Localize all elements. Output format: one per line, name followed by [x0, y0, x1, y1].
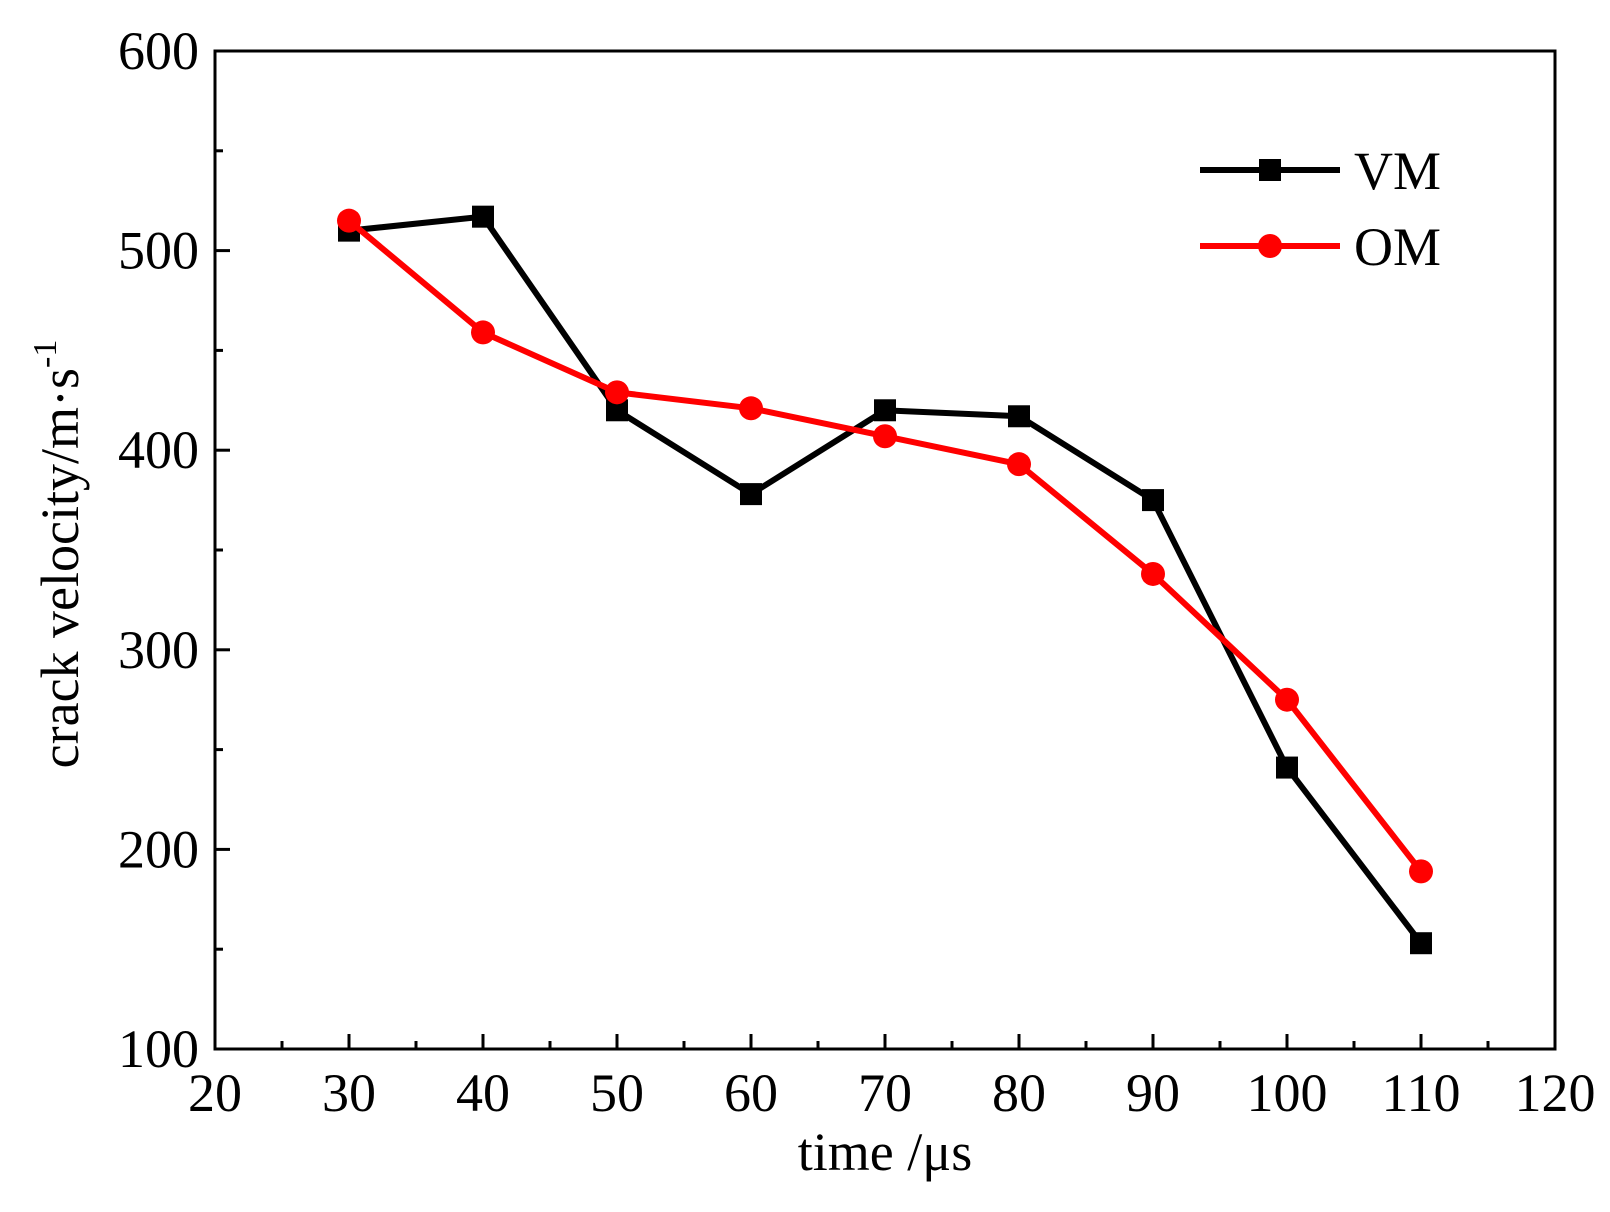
x-tick-label-110: 110 — [1382, 1063, 1461, 1123]
data-point-om-100 — [1275, 687, 1299, 712]
data-point-vm-60 — [740, 483, 762, 506]
x-tick-label-90: 90 — [1126, 1063, 1180, 1123]
y-tick-label-500: 500 — [118, 221, 199, 281]
data-point-om-80 — [1007, 452, 1031, 477]
y-tick-label-200: 200 — [118, 819, 199, 879]
data-point-om-70 — [873, 424, 897, 449]
data-point-vm-40 — [472, 205, 494, 228]
x-tick-label-30: 30 — [322, 1063, 376, 1123]
x-tick-label-100: 100 — [1247, 1063, 1328, 1123]
y-axis-label: crack velocity/m·s-1 — [27, 340, 90, 769]
x-tick-label-120: 120 — [1515, 1063, 1596, 1123]
y-tick-label-600: 600 — [118, 21, 199, 81]
series-line-om — [347, 218, 1424, 874]
y-axis-label-group: crack velocity/m·s-1 — [27, 340, 90, 769]
legend-label-om: OM — [1354, 217, 1441, 277]
data-point-om-110 — [1409, 859, 1433, 884]
x-tick-label-50: 50 — [590, 1063, 644, 1123]
data-point-vm-50 — [606, 399, 628, 422]
data-point-vm-90 — [1142, 489, 1164, 512]
y-tick-label-100: 100 — [118, 1019, 199, 1079]
y-tick-label-300: 300 — [118, 620, 199, 680]
data-point-vm-110 — [1410, 932, 1432, 955]
data-point-vm-80 — [1008, 405, 1030, 428]
x-tick-label-80: 80 — [992, 1063, 1046, 1123]
data-point-vm-70 — [874, 399, 896, 422]
x-axis-label: time /μs — [798, 1122, 972, 1182]
x-tick-label-60: 60 — [724, 1063, 778, 1123]
legend-label-vm: VM — [1354, 141, 1441, 201]
series-layer — [337, 205, 1433, 955]
x-tick-label-70: 70 — [858, 1063, 912, 1123]
y-axis-label-main: crack velocity/m·s — [30, 368, 90, 768]
data-point-om-40 — [471, 320, 495, 345]
plot-frame — [213, 49, 1557, 1051]
x-tick-label-40: 40 — [456, 1063, 510, 1123]
x-tick-label-20: 20 — [188, 1063, 242, 1123]
data-point-vm-100 — [1276, 756, 1298, 779]
legend-marker-om — [1258, 234, 1282, 258]
data-point-om-90 — [1141, 561, 1165, 586]
tick-labels: 20 30 40 50 60 70 80 90 100 110 120 100 200 300 400 500… — [118, 21, 1596, 1123]
y-tick-label-400: 400 — [118, 420, 199, 480]
data-point-om-60 — [739, 396, 763, 421]
legend-marker-vm — [1259, 159, 1281, 181]
legend: VM OM — [1200, 141, 1441, 277]
y-axis-label-superscript: -1 — [27, 340, 64, 368]
data-point-om-30 — [337, 208, 361, 233]
data-point-om-50 — [605, 380, 629, 405]
series-line-vm — [348, 213, 1424, 946]
